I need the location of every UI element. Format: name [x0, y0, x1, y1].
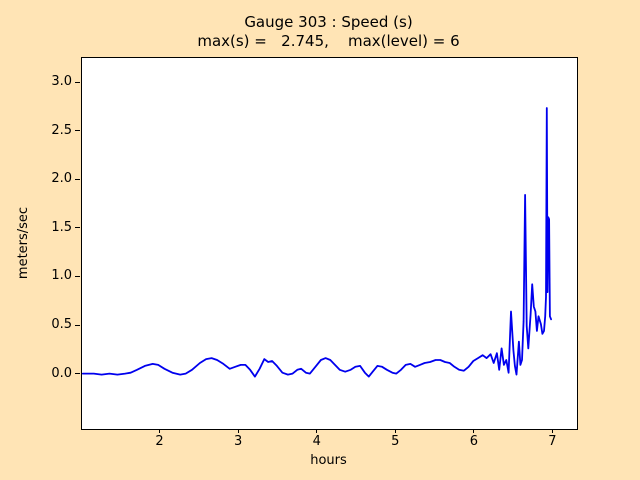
- y-tick-label: 0.0: [51, 365, 72, 381]
- x-tick-mark: [473, 429, 475, 433]
- y-tick-label: 2.0: [51, 171, 72, 187]
- y-tick-mark: [75, 178, 80, 180]
- x-tick-label: 2: [155, 434, 164, 449]
- y-tick-mark: [75, 324, 80, 326]
- y-tick-label: 1.5: [51, 219, 72, 235]
- y-tick-mark: [75, 130, 80, 132]
- x-tick-label: 6: [469, 434, 478, 449]
- chart-subtitle: max(s) = 2.745, max(level) = 6: [197, 32, 460, 50]
- y-tick-mark: [75, 227, 80, 229]
- x-tick-label: 7: [548, 434, 557, 449]
- x-tick-mark: [159, 429, 161, 433]
- x-tick-mark: [551, 429, 553, 433]
- y-tick-label: 1.0: [51, 268, 72, 284]
- plot-area: [81, 57, 578, 430]
- y-axis-label: meters/sec: [16, 206, 31, 280]
- x-tick-label: 3: [234, 434, 243, 449]
- y-tick-mark: [75, 373, 80, 375]
- x-tick-mark: [237, 429, 239, 433]
- y-tick-label: 2.5: [51, 122, 72, 138]
- x-tick-label: 4: [312, 434, 321, 449]
- speed-line-chart: [82, 107, 553, 378]
- y-tick-label: 3.0: [51, 74, 72, 90]
- x-tick-mark: [394, 429, 396, 433]
- x-tick-label: 5: [391, 434, 400, 449]
- x-tick-mark: [316, 429, 318, 433]
- x-axis-label: hours: [310, 453, 347, 468]
- y-tick-label: 0.5: [51, 317, 72, 333]
- chart-title: Gauge 303 : Speed (s): [244, 13, 413, 31]
- y-tick-mark: [75, 81, 80, 83]
- speed-line: [82, 107, 553, 378]
- y-tick-mark: [75, 275, 80, 277]
